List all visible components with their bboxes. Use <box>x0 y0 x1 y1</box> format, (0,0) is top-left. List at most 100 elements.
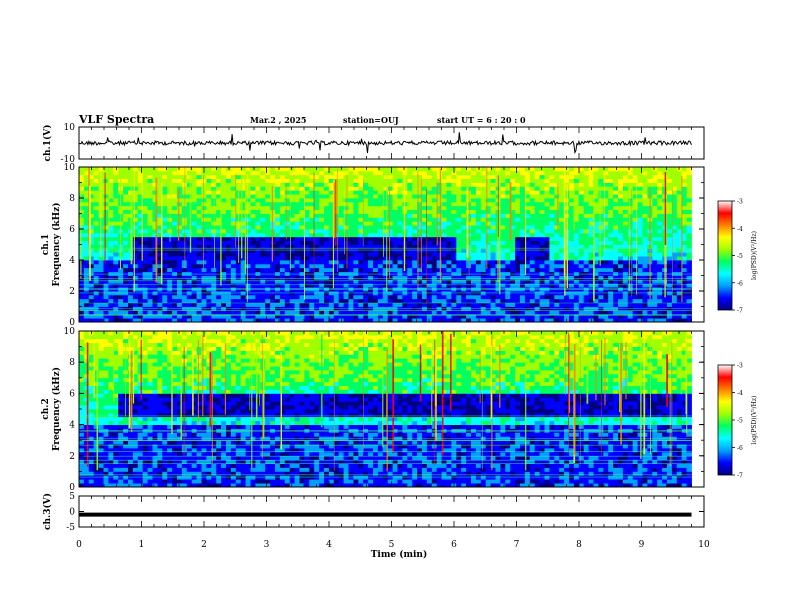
spectrogram-cell <box>201 252 207 257</box>
spectrogram-cell <box>520 186 526 191</box>
spectrogram-cell <box>524 294 531 300</box>
spectrogram-cell <box>368 252 374 257</box>
spectrogram-cell <box>186 283 193 288</box>
spectrogram-cell <box>123 170 129 176</box>
spectrogram-cell <box>226 248 232 253</box>
spectrogram-cell <box>569 240 575 245</box>
spectrogram-cell <box>255 174 261 180</box>
spectrogram-cell <box>196 236 202 242</box>
spectrogram-cell <box>426 217 433 222</box>
spectrogram-cell <box>230 225 237 230</box>
spectrogram-cell <box>559 178 565 183</box>
spectrogram-cell <box>490 221 496 226</box>
spectrogram-cell <box>529 263 536 269</box>
spectrogram-cell <box>622 194 629 199</box>
spectrogram-cell <box>627 221 634 226</box>
spectrogram-cell <box>627 244 634 249</box>
spectrogram-cell <box>412 252 418 257</box>
spectrogram-cell <box>343 167 349 172</box>
spectrogram-cell <box>260 248 266 253</box>
spectrogram-cell <box>598 182 604 187</box>
spectrogram-cell <box>275 229 281 234</box>
spectrogram-cell <box>196 205 202 211</box>
spectrogram-cell <box>456 302 462 307</box>
spectrogram-cell <box>485 213 491 218</box>
spectrogram-cell <box>348 248 354 253</box>
spectrogram-cell <box>93 182 99 187</box>
spectrogram-cell <box>314 170 320 176</box>
spectrogram-cell <box>554 302 560 307</box>
spectrogram-cell <box>436 217 442 222</box>
spectrogram-cell <box>412 229 418 234</box>
spectrogram-cell <box>88 170 95 176</box>
spectrogram-cell <box>529 271 536 276</box>
spectrogram-cell <box>461 170 467 176</box>
spectrogram-cell <box>142 260 148 265</box>
spectrogram-cell <box>569 213 575 218</box>
spectrogram-cell <box>260 178 266 183</box>
spectrogram-cell <box>475 209 482 214</box>
spectrogram-cell <box>422 263 428 269</box>
spectrogram-cell <box>515 201 521 207</box>
spectrogram-cell <box>397 267 403 273</box>
spectrogram-cell <box>328 174 335 180</box>
spectrogram-cell <box>475 279 482 284</box>
spectrogram-cell <box>480 205 487 211</box>
spectrogram-cell <box>608 236 614 242</box>
spectrogram-cell <box>304 318 310 323</box>
spectrogram-cell <box>79 201 85 207</box>
spectrogram-cell <box>279 213 286 218</box>
spectrogram-cell <box>368 240 374 245</box>
spectrogram-cell <box>534 302 540 307</box>
spectrogram-cell <box>446 260 452 265</box>
spectrogram-cell <box>667 314 673 319</box>
spectrogram-cell <box>475 248 482 253</box>
spectrogram-cell <box>500 167 506 172</box>
spectrogram-cell <box>230 267 237 273</box>
spectrogram-cell <box>618 186 624 191</box>
spectrogram-cell <box>353 167 359 172</box>
spectrogram-cell <box>93 225 99 230</box>
spectrogram-cell <box>671 318 678 323</box>
spectrogram-cell <box>529 318 536 323</box>
spectrogram-cell <box>446 198 452 203</box>
spectrogram-cell <box>309 209 315 214</box>
spectrogram-cell <box>103 248 109 253</box>
spectrogram-cell <box>265 190 271 195</box>
spectrogram-cell <box>118 283 124 288</box>
spectrogram-cell <box>417 186 423 191</box>
spectrogram-cell <box>299 225 305 230</box>
spectrogram-cell <box>613 271 619 276</box>
spectrogram-cell <box>152 294 158 300</box>
spectrogram-cell <box>142 170 148 176</box>
spectrogram-cell <box>500 244 506 249</box>
spectrogram-cell <box>377 178 384 183</box>
spectrogram-cell <box>583 217 589 222</box>
spectrogram-cell <box>578 252 585 257</box>
spectrogram-cell <box>407 252 413 257</box>
spectrogram-cell <box>363 194 369 199</box>
spectrogram-cell <box>387 314 393 319</box>
spectrogram-cell <box>500 178 506 183</box>
spectrogram-cell <box>451 232 457 238</box>
spectrogram-cell <box>603 205 609 211</box>
spectrogram-cell <box>265 205 271 211</box>
spectrogram-cell <box>328 170 335 176</box>
spectrogram-cell <box>382 260 389 265</box>
spectrogram-cell <box>578 318 585 323</box>
spectrogram-cell <box>98 190 104 195</box>
spectrogram-cell <box>319 244 325 249</box>
spectrogram-cell <box>529 198 536 203</box>
spectrogram-cell <box>172 194 178 199</box>
spectrogram-cell <box>671 279 678 284</box>
spectrogram-cell <box>510 217 516 222</box>
spectrogram-cell <box>431 236 438 242</box>
figure-title: VLF Spectra <box>78 113 154 126</box>
spectrogram-cell <box>500 221 506 226</box>
spectrogram-cell <box>260 186 266 191</box>
spectrogram-cell <box>324 260 330 265</box>
spectrogram-cell <box>500 263 506 269</box>
spectrogram-cell <box>622 298 629 304</box>
spectrogram-cell <box>226 198 232 203</box>
spectrogram-cell <box>397 279 403 284</box>
